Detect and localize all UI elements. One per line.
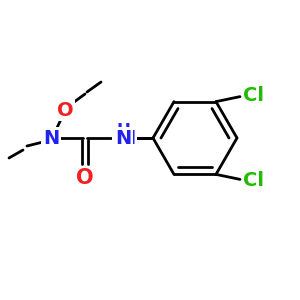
- Text: Cl: Cl: [244, 171, 265, 190]
- Text: O: O: [76, 168, 94, 188]
- Text: N: N: [115, 128, 131, 148]
- Text: O: O: [57, 100, 73, 119]
- Text: H: H: [116, 122, 130, 140]
- Text: H: H: [113, 126, 128, 144]
- Text: N: N: [43, 128, 59, 148]
- Text: Cl: Cl: [244, 86, 265, 105]
- Text: N: N: [119, 128, 135, 148]
